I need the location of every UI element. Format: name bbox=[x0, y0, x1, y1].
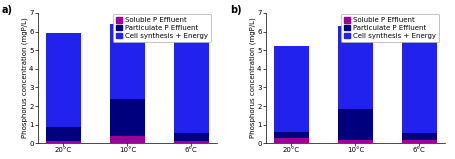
Y-axis label: Phosphorus concentration (mgP/L): Phosphorus concentration (mgP/L) bbox=[21, 18, 28, 138]
Text: a): a) bbox=[2, 5, 13, 15]
Bar bbox=[273, 46, 308, 132]
Bar bbox=[173, 133, 208, 141]
Legend: Soluble P Effluent, Particulate P Effluent, Cell synthesis + Energy: Soluble P Effluent, Particulate P Efflue… bbox=[340, 14, 438, 42]
Text: b): b) bbox=[229, 5, 241, 15]
Bar bbox=[110, 136, 145, 143]
Bar bbox=[46, 128, 81, 141]
Legend: Soluble P Effluent, Particulate P Effluent, Cell synthesis + Energy: Soluble P Effluent, Particulate P Efflue… bbox=[113, 14, 211, 42]
Bar bbox=[337, 109, 372, 141]
Y-axis label: Phosphorus concentration (mgP/L): Phosphorus concentration (mgP/L) bbox=[248, 18, 255, 138]
Bar bbox=[337, 26, 372, 109]
Bar bbox=[46, 141, 81, 143]
Bar bbox=[110, 99, 145, 136]
Bar bbox=[401, 141, 436, 143]
Bar bbox=[46, 33, 81, 128]
Bar bbox=[273, 132, 308, 138]
Bar bbox=[173, 141, 208, 143]
Bar bbox=[110, 24, 145, 99]
Bar bbox=[401, 133, 436, 141]
Bar bbox=[401, 40, 436, 133]
Bar bbox=[173, 35, 208, 133]
Bar bbox=[337, 141, 372, 143]
Bar bbox=[273, 138, 308, 143]
